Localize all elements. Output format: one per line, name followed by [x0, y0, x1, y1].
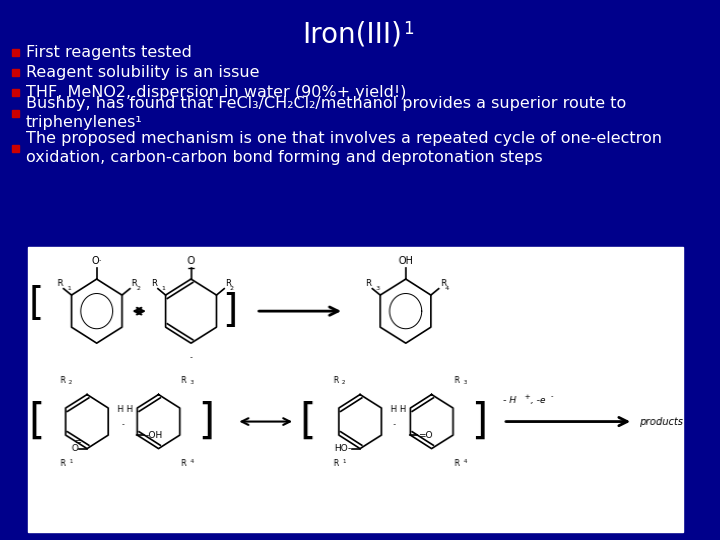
Bar	[28, 247, 683, 532]
Text: Bushby, has found that FeCl₃/CH₂Cl₂/methanol provides a superior route to
triphe: Bushby, has found that FeCl₃/CH₂Cl₂/meth…	[26, 96, 626, 130]
Text: 1: 1	[403, 20, 413, 38]
Bar	[12, 89, 19, 96]
Text: THF, MeNO2, dispersion in water (90%+ yield!): THF, MeNO2, dispersion in water (90%+ yi…	[26, 84, 406, 99]
Bar	[12, 49, 19, 56]
Text: First reagents tested: First reagents tested	[26, 44, 192, 59]
Text: Iron(III): Iron(III)	[302, 20, 402, 48]
Text: The proposed mechanism is one that involves a repeated cycle of one-electron
oxi: The proposed mechanism is one that invol…	[26, 131, 662, 165]
Text: Reagent solubility is an issue: Reagent solubility is an issue	[26, 64, 259, 79]
Bar	[12, 145, 19, 152]
Bar	[12, 69, 19, 76]
Bar	[12, 110, 19, 117]
